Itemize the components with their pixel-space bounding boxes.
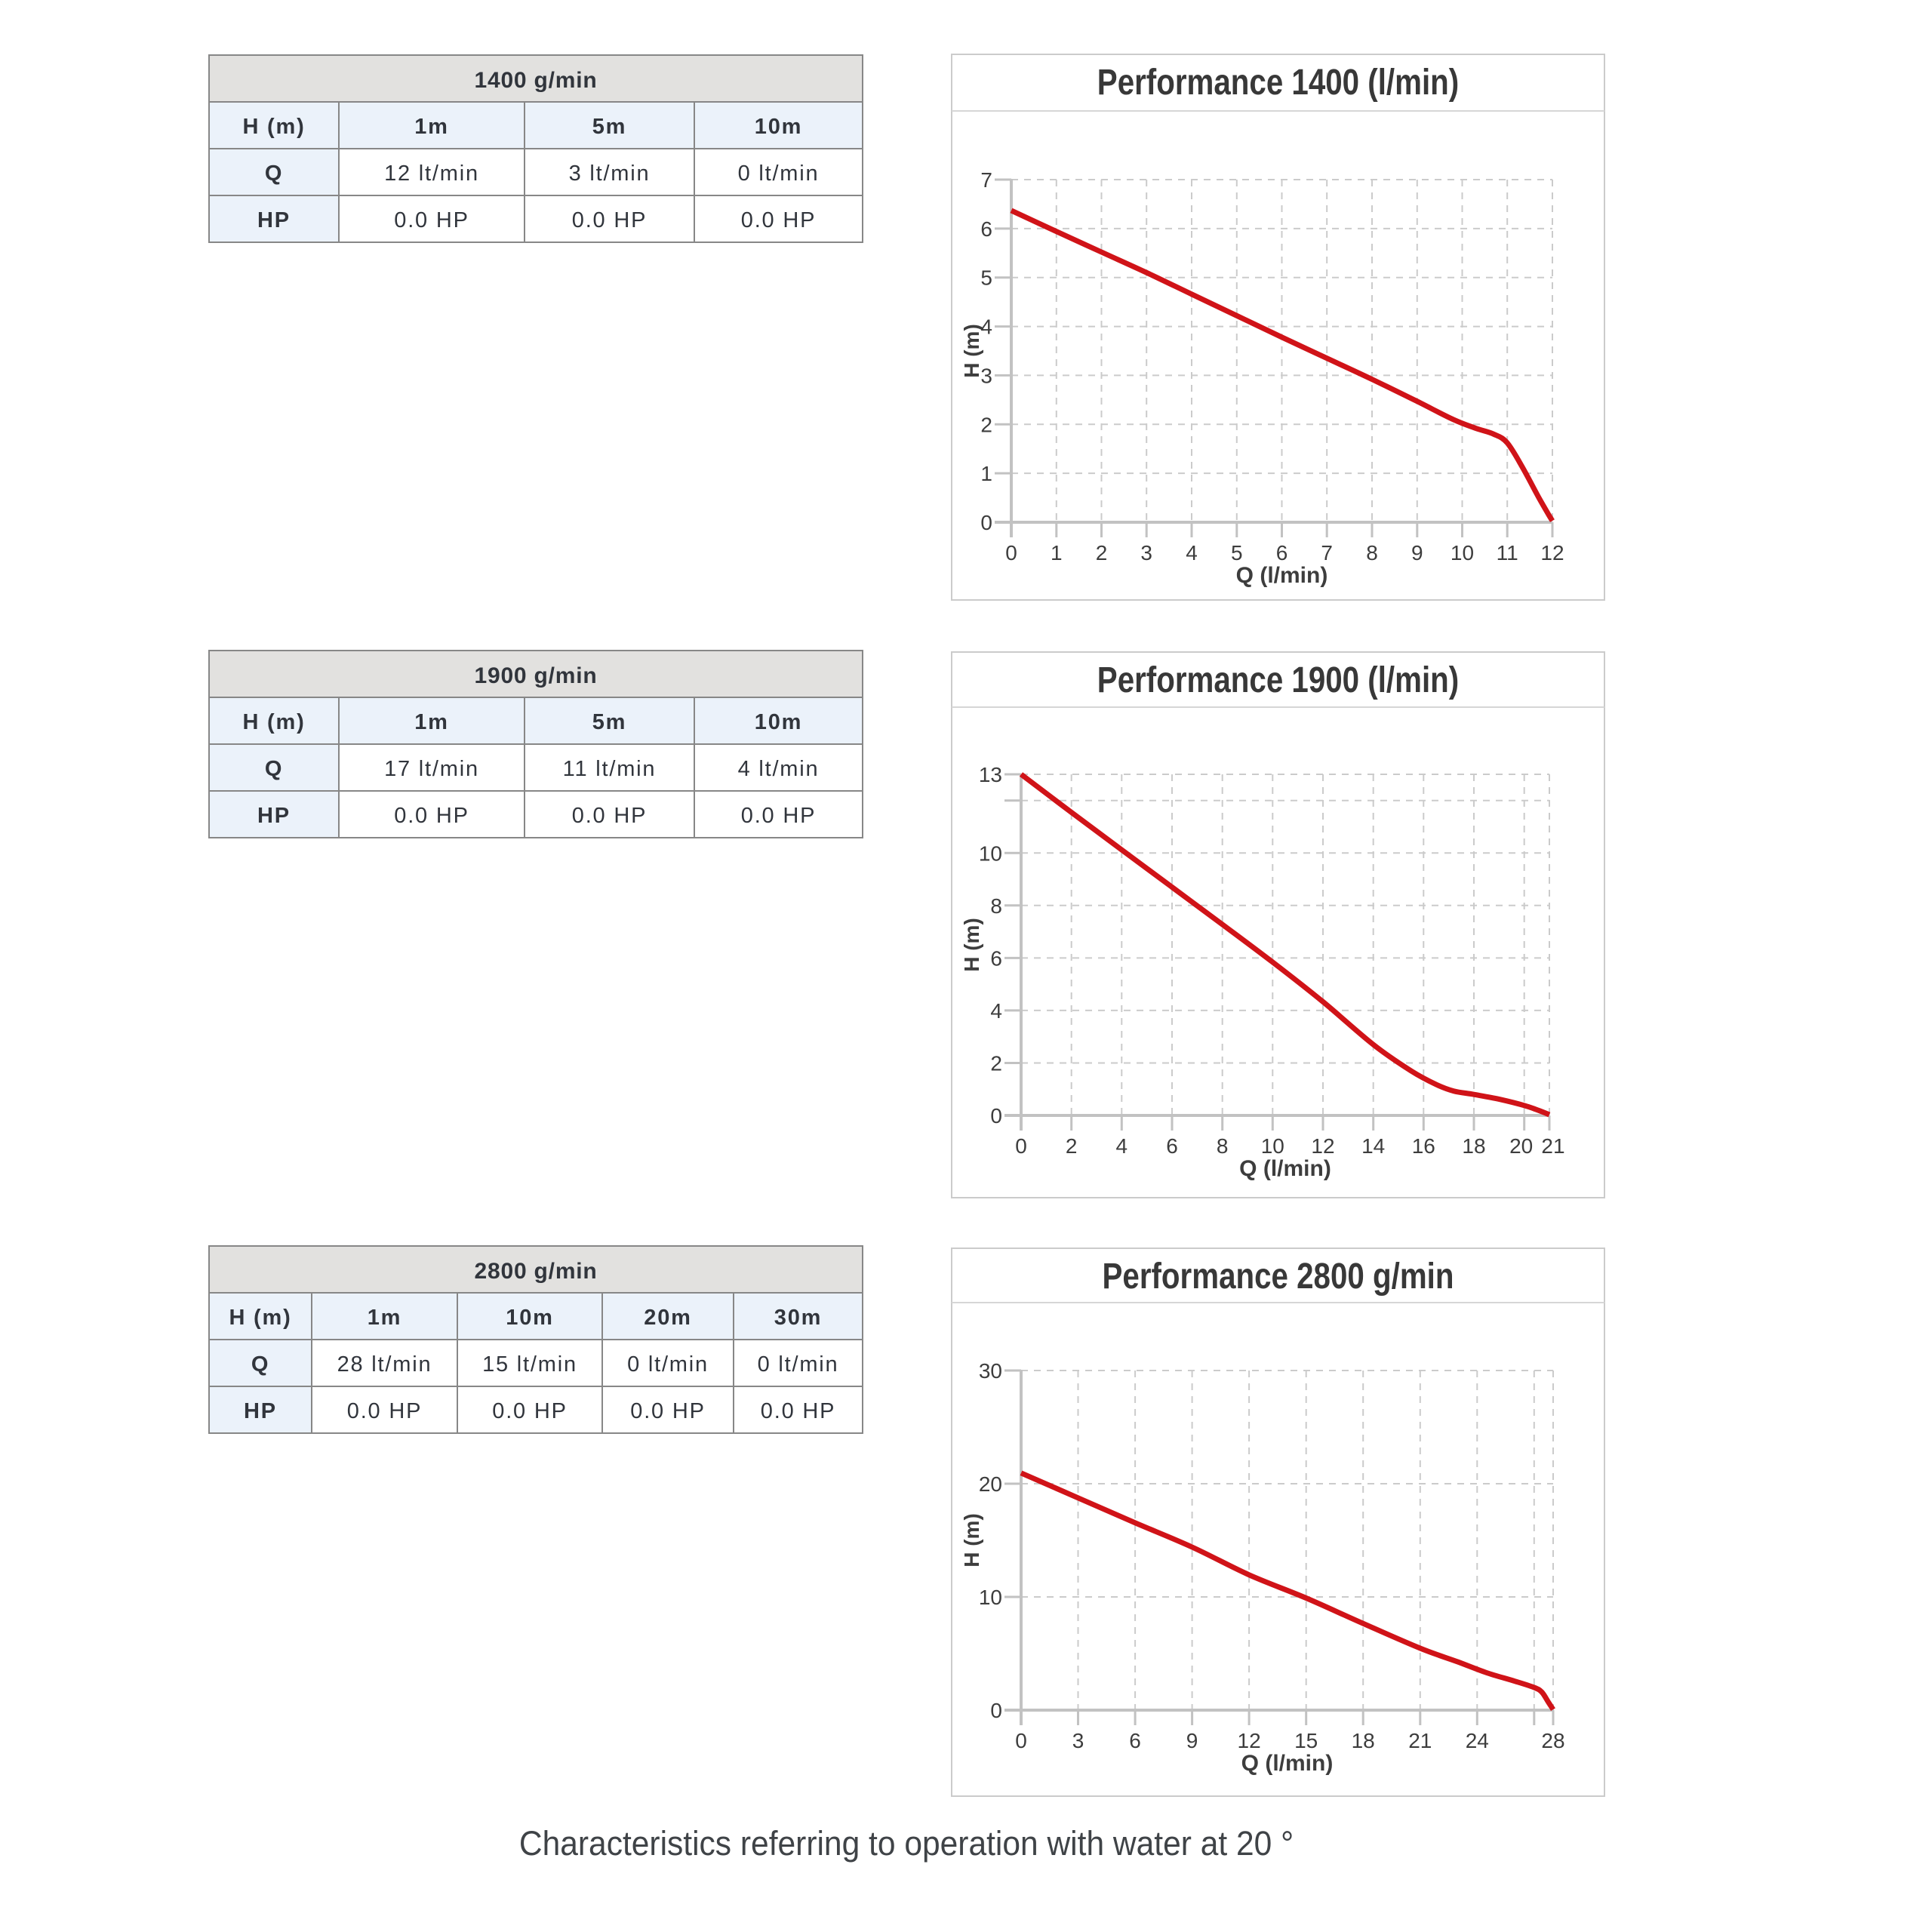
svg-text:28: 28: [1541, 1729, 1564, 1752]
svg-text:Q (l/min): Q (l/min): [1236, 563, 1328, 588]
svg-text:18: 18: [1352, 1729, 1375, 1752]
svg-text:10: 10: [1261, 1134, 1284, 1158]
svg-text:6: 6: [1276, 541, 1288, 565]
svg-text:9: 9: [1411, 541, 1423, 565]
svg-text:2: 2: [1096, 541, 1108, 565]
svg-text:12: 12: [1238, 1729, 1261, 1752]
svg-text:H (m): H (m): [960, 918, 983, 972]
svg-text:12: 12: [1311, 1134, 1334, 1158]
svg-text:30: 30: [979, 1359, 1002, 1383]
svg-text:1: 1: [1051, 541, 1063, 565]
svg-text:21: 21: [1408, 1729, 1432, 1752]
svg-text:0: 0: [980, 511, 992, 534]
svg-text:4: 4: [1116, 1134, 1128, 1158]
svg-text:3: 3: [1140, 541, 1152, 565]
svg-text:0: 0: [1005, 541, 1017, 565]
svg-text:8: 8: [990, 894, 1002, 918]
svg-text:6: 6: [990, 946, 1002, 970]
svg-text:6: 6: [1129, 1729, 1141, 1752]
svg-text:6: 6: [980, 217, 992, 241]
svg-text:14: 14: [1361, 1134, 1385, 1158]
svg-text:4: 4: [980, 315, 992, 339]
svg-text:4: 4: [990, 999, 1002, 1023]
svg-text:11: 11: [1497, 541, 1518, 565]
svg-text:0: 0: [990, 1104, 1002, 1128]
svg-text:0: 0: [1015, 1134, 1027, 1158]
svg-text:18: 18: [1462, 1134, 1485, 1158]
svg-text:3: 3: [980, 364, 992, 387]
svg-text:10: 10: [1451, 541, 1474, 565]
svg-text:2: 2: [1066, 1134, 1078, 1158]
svg-text:5: 5: [980, 266, 992, 290]
svg-text:3: 3: [1072, 1729, 1084, 1752]
svg-text:8: 8: [1366, 541, 1378, 565]
svg-text:9: 9: [1186, 1729, 1198, 1752]
svg-text:H (m): H (m): [960, 1513, 983, 1567]
svg-text:H (m): H (m): [960, 324, 983, 378]
svg-text:0: 0: [1015, 1729, 1027, 1752]
svg-text:10: 10: [979, 1586, 1002, 1609]
svg-text:6: 6: [1166, 1134, 1178, 1158]
svg-text:2: 2: [980, 413, 992, 436]
svg-text:12: 12: [1540, 541, 1564, 565]
svg-text:13: 13: [979, 763, 1002, 786]
svg-text:5: 5: [1231, 541, 1243, 565]
svg-text:7: 7: [1321, 541, 1333, 565]
svg-text:7: 7: [980, 168, 992, 192]
svg-text:4: 4: [1186, 541, 1198, 565]
svg-text:20: 20: [1509, 1134, 1533, 1158]
svg-text:8: 8: [1217, 1134, 1229, 1158]
svg-text:20: 20: [979, 1472, 1002, 1496]
svg-text:1: 1: [980, 462, 992, 485]
svg-text:2: 2: [990, 1052, 1002, 1075]
svg-text:Q (l/min): Q (l/min): [1239, 1156, 1331, 1181]
svg-text:16: 16: [1412, 1134, 1435, 1158]
svg-text:21: 21: [1541, 1134, 1564, 1158]
svg-text:Q (l/min): Q (l/min): [1241, 1751, 1334, 1776]
svg-text:Performance 1400 (l/min): Performance 1400 (l/min): [1097, 63, 1459, 103]
svg-text:0: 0: [990, 1699, 1002, 1722]
svg-text:Performance 1900 (l/min): Performance 1900 (l/min): [1097, 660, 1459, 700]
svg-text:15: 15: [1294, 1729, 1318, 1752]
svg-text:10: 10: [979, 841, 1002, 865]
svg-text:Performance 2800 g/min: Performance 2800 g/min: [1103, 1257, 1454, 1297]
svg-text:24: 24: [1466, 1729, 1489, 1752]
